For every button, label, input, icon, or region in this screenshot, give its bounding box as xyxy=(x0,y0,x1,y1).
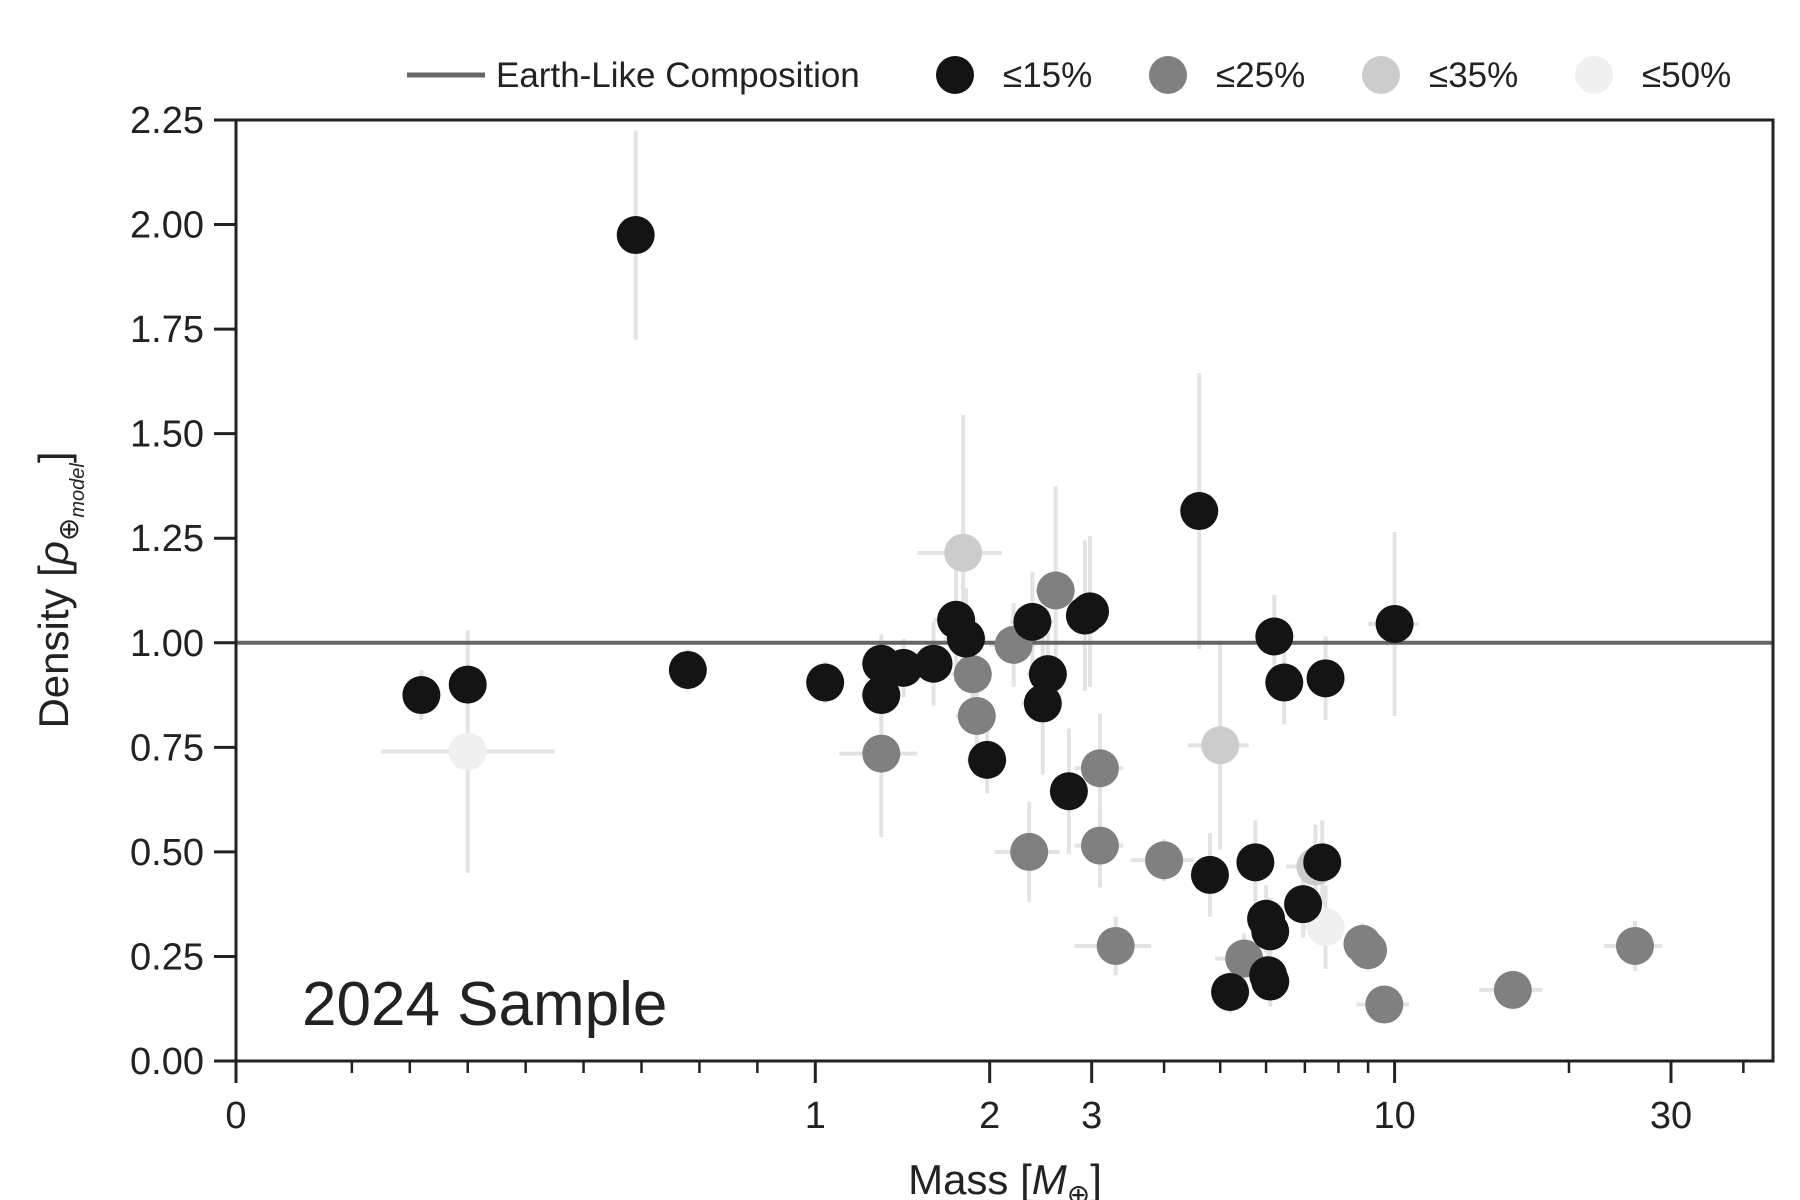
data-points xyxy=(402,216,1654,1024)
legend-label: ≤15% xyxy=(1003,56,1092,95)
data-point xyxy=(402,676,441,715)
legend-label: ≤25% xyxy=(1216,56,1305,95)
data-point xyxy=(1049,772,1088,811)
data-point xyxy=(1145,841,1184,880)
plot-frame xyxy=(234,118,1775,1063)
data-point xyxy=(914,644,953,683)
data-point xyxy=(946,619,985,658)
data-point xyxy=(1080,749,1119,788)
data-point xyxy=(806,663,845,702)
data-point xyxy=(862,676,901,715)
data-point xyxy=(448,665,487,704)
y-tick-label: 1.75 xyxy=(130,309,204,351)
x-axis-label: Mass [M⊕] xyxy=(908,1156,1102,1200)
y-tick-label: 1.00 xyxy=(130,623,204,665)
data-point xyxy=(1028,655,1067,694)
data-point xyxy=(1080,826,1119,865)
data-point xyxy=(1306,659,1345,698)
data-point xyxy=(1493,970,1532,1009)
x-tick-label: 3 xyxy=(1081,1095,1102,1137)
data-point xyxy=(953,655,992,694)
data-point xyxy=(1036,571,1075,610)
data-point xyxy=(1303,843,1342,882)
x-tick-label: 1 xyxy=(805,1095,826,1137)
y-tick-label: 0.50 xyxy=(130,832,204,874)
data-point xyxy=(862,734,901,773)
x-axis-ticks: 0 1 2 3 10 30 xyxy=(225,1061,1745,1137)
y-tick-label: 1.25 xyxy=(130,518,204,560)
y-tick-label: 2.25 xyxy=(130,100,204,142)
legend-label: ≤50% xyxy=(1642,56,1731,95)
data-point xyxy=(1013,602,1052,641)
data-point xyxy=(1255,617,1294,656)
error-bars xyxy=(380,130,1663,1022)
x-tick-label: 10 xyxy=(1373,1095,1415,1137)
data-point xyxy=(448,732,487,771)
data-point xyxy=(1236,843,1275,882)
data-point xyxy=(1365,985,1404,1024)
data-point xyxy=(1190,855,1229,894)
data-point xyxy=(944,533,983,572)
data-point xyxy=(1284,885,1323,924)
data-point xyxy=(668,650,707,689)
legend: Earth-Like Composition ≤15% ≤25% ≤35% ≤50% xyxy=(407,56,1731,95)
y-axis-ticks: 0.00 0.25 0.50 0.75 1.00 1.25 1.50 1.75 2.00 2.25 xyxy=(130,100,236,1083)
data-point xyxy=(1251,962,1290,1001)
legend-marker xyxy=(1362,56,1400,94)
y-tick-label: 2.00 xyxy=(130,205,204,247)
x-tick-label: 0 xyxy=(225,1095,246,1137)
data-point xyxy=(616,216,655,255)
legend-marker xyxy=(1575,56,1613,94)
x-tick-label: 2 xyxy=(979,1095,1000,1137)
data-point xyxy=(1010,832,1049,871)
x-tick-label: 30 xyxy=(1650,1095,1692,1137)
sample-annotation: 2024 Sample xyxy=(302,970,667,1039)
data-point xyxy=(1265,663,1304,702)
data-point xyxy=(1096,926,1135,965)
y-tick-label: 0.75 xyxy=(130,727,204,769)
data-point xyxy=(1180,492,1219,531)
data-point xyxy=(1023,684,1062,723)
y-tick-label: 0.25 xyxy=(130,936,204,978)
data-point xyxy=(1349,931,1388,970)
y-tick-label: 1.50 xyxy=(130,414,204,456)
legend-marker xyxy=(1149,56,1187,94)
data-point xyxy=(968,740,1007,779)
data-point xyxy=(1375,604,1414,643)
data-point xyxy=(1071,592,1110,631)
data-point xyxy=(1251,912,1290,951)
legend-label: ≤35% xyxy=(1429,56,1518,95)
data-point xyxy=(1211,972,1250,1011)
data-point xyxy=(1615,926,1654,965)
data-point xyxy=(884,648,923,687)
data-point xyxy=(957,696,996,735)
y-axis-label: Density [ρ⊕model] xyxy=(30,451,89,728)
legend-label: Earth-Like Composition xyxy=(496,56,860,95)
legend-marker xyxy=(936,56,974,94)
y-tick-label: 0.00 xyxy=(130,1041,204,1083)
data-point xyxy=(1201,726,1240,765)
